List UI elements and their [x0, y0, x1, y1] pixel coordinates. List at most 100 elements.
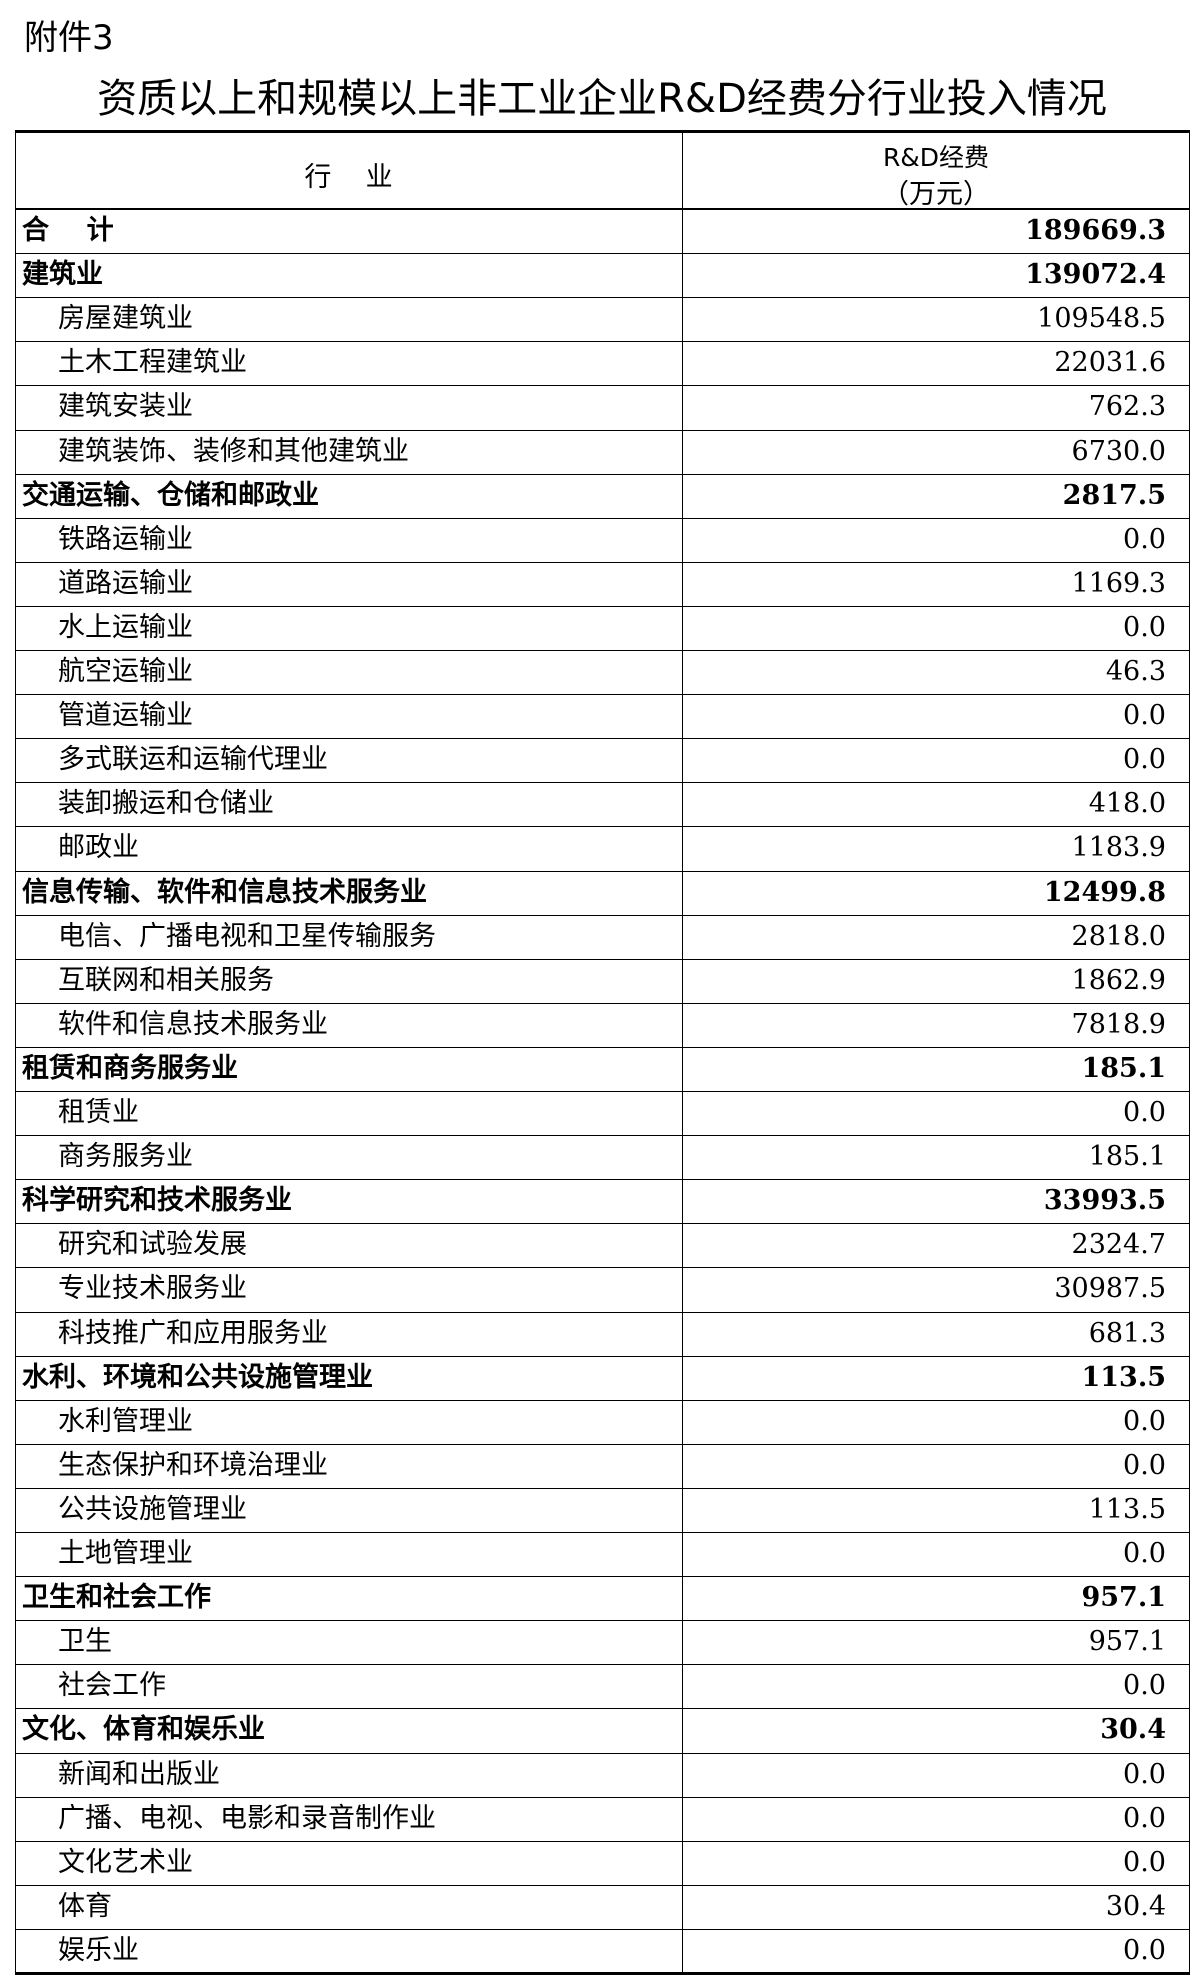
row-value: 6730.0 — [1071, 435, 1166, 467]
row-value: 189669.3 — [1025, 215, 1166, 246]
row-label: 电信、广播电视和卫星传输服务 — [58, 920, 436, 952]
row-label: 建筑安装业 — [58, 391, 193, 423]
row-label: 卫生 — [58, 1626, 112, 1658]
row-label: 土木工程建筑业 — [58, 347, 247, 379]
row-value: 0.0 — [1123, 611, 1166, 643]
row-rule — [15, 473, 1190, 475]
row-value: 0.0 — [1123, 1802, 1166, 1834]
row-value: 30.4 — [1100, 1714, 1166, 1746]
row-label: 建筑装饰、装修和其他建筑业 — [58, 435, 409, 467]
row-label: 文化、体育和娱乐业 — [22, 1714, 265, 1746]
row-rule — [15, 650, 1190, 651]
row-rule — [15, 782, 1190, 784]
row-value: 33993.5 — [1043, 1185, 1166, 1217]
row-rule — [15, 429, 1190, 431]
row-value: 0.0 — [1123, 744, 1166, 776]
row-value: 418.0 — [1088, 788, 1166, 820]
row-label: 文化艺术业 — [58, 1846, 193, 1878]
row-value: 113.5 — [1081, 1361, 1166, 1393]
row-rule — [15, 605, 1190, 607]
row-label: 广播、电视、电影和录音制作业 — [58, 1802, 436, 1834]
row-value: 762.3 — [1088, 391, 1166, 423]
row-value: 957.1 — [1081, 1582, 1166, 1614]
row-value: 2818.0 — [1071, 920, 1166, 952]
row-rule — [15, 517, 1190, 519]
row-value: 12499.8 — [1043, 876, 1166, 908]
row-value: 30.4 — [1105, 1890, 1166, 1922]
row-value: 0.0 — [1123, 1758, 1166, 1790]
row-rule — [15, 1135, 1190, 1137]
row-value: 2324.7 — [1071, 1229, 1166, 1261]
row-rule — [15, 1046, 1190, 1048]
row-rule — [15, 1487, 1190, 1489]
row-value: 681.3 — [1088, 1317, 1166, 1349]
row-rule — [15, 1796, 1190, 1798]
rule-bottom — [15, 1972, 1190, 1975]
row-label: 租赁业 — [58, 1097, 139, 1128]
row-value: 0.0 — [1123, 1846, 1166, 1878]
row-value: 1183.9 — [1071, 832, 1166, 864]
row-label: 土地管理业 — [58, 1538, 193, 1569]
row-label: 娱乐业 — [58, 1934, 139, 1966]
row-rule — [15, 1840, 1190, 1842]
row-value: 22031.6 — [1054, 347, 1166, 379]
row-label: 租赁和商务服务业 — [22, 1052, 238, 1084]
row-label: 水利、环境和公共设施管理业 — [22, 1361, 373, 1393]
row-label: 互联网和相关服务 — [58, 964, 274, 996]
row-label: 合 计 — [22, 215, 114, 246]
row-rule — [15, 1928, 1190, 1930]
row-label: 软件和信息技术服务业 — [58, 1008, 328, 1040]
row-rule — [15, 1399, 1190, 1401]
row-rule — [15, 1576, 1190, 1578]
row-rule — [15, 826, 1190, 828]
row-label: 航空运输业 — [58, 656, 193, 687]
row-value: 46.3 — [1105, 656, 1166, 687]
rule-top — [15, 130, 1190, 133]
row-value: 0.0 — [1123, 1934, 1166, 1966]
row-value: 957.1 — [1088, 1626, 1166, 1658]
row-value: 0.0 — [1123, 523, 1166, 555]
row-rule — [15, 694, 1190, 696]
row-rule — [15, 253, 1190, 255]
row-rule — [15, 1752, 1190, 1754]
row-label: 新闻和出版业 — [58, 1758, 220, 1790]
row-label: 建筑业 — [22, 259, 103, 291]
row-value: 0.0 — [1123, 1538, 1166, 1569]
attachment-label: 附件3 — [24, 18, 114, 58]
row-label: 邮政业 — [58, 832, 139, 864]
row-rule — [15, 1355, 1190, 1357]
page-title: 资质以上和规模以上非工业企业R&D经费分行业投入情况 — [97, 76, 1107, 122]
column-header: 行 业 — [304, 162, 393, 193]
rule-divider — [682, 131, 683, 1973]
row-label: 社会工作 — [58, 1670, 166, 1702]
row-value: 7818.9 — [1071, 1008, 1166, 1040]
row-label: 科学研究和技术服务业 — [22, 1185, 292, 1217]
row-value: 30987.5 — [1054, 1273, 1166, 1305]
column-header-unit: （万元） — [882, 179, 990, 210]
row-label: 道路运输业 — [58, 567, 193, 599]
row-value: 0.0 — [1123, 1097, 1166, 1128]
row-label: 水利管理业 — [58, 1405, 193, 1437]
row-rule — [15, 1311, 1190, 1313]
row-rule — [15, 958, 1190, 960]
row-value: 2817.5 — [1062, 479, 1166, 511]
row-label: 科技推广和应用服务业 — [58, 1317, 328, 1349]
row-label: 商务服务业 — [58, 1141, 193, 1173]
row-label: 水上运输业 — [58, 611, 193, 643]
row-label: 公共设施管理业 — [58, 1493, 247, 1525]
row-rule — [15, 1179, 1190, 1181]
row-rule — [15, 1091, 1190, 1092]
row-rule — [15, 1443, 1190, 1445]
row-rule — [15, 914, 1190, 916]
row-label: 专业技术服务业 — [58, 1273, 247, 1305]
row-rule — [15, 1664, 1190, 1666]
row-rule — [15, 1267, 1190, 1269]
column-header: R&D经费 — [882, 143, 990, 172]
row-rule — [15, 1620, 1190, 1622]
row-rule — [15, 1223, 1190, 1225]
row-label: 多式联运和运输代理业 — [58, 744, 328, 776]
row-rule — [15, 870, 1190, 872]
row-value: 0.0 — [1123, 700, 1166, 732]
row-value: 185.1 — [1088, 1141, 1166, 1173]
row-rule — [15, 561, 1190, 563]
